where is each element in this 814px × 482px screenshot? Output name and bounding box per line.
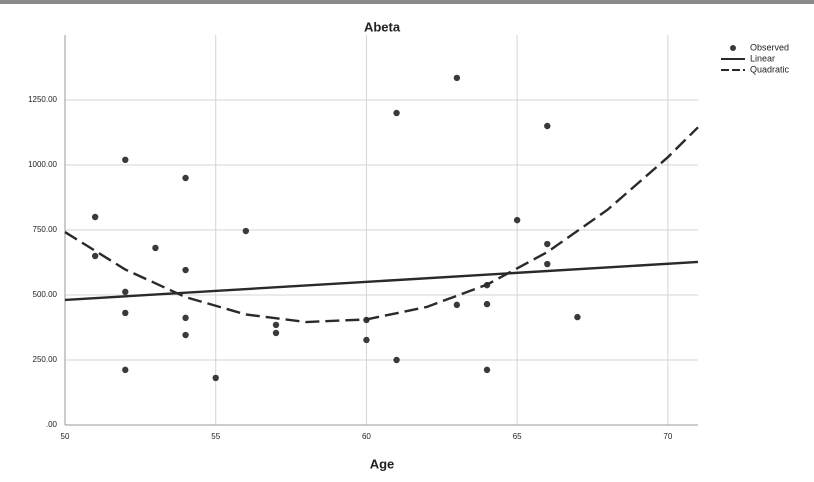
data-point [483, 366, 491, 374]
data-point [182, 314, 189, 322]
data-point [182, 266, 189, 274]
x-tick-label: 65 [513, 432, 522, 441]
data-point [453, 74, 461, 82]
data-point [272, 321, 280, 329]
x-tick-label: 70 [663, 432, 672, 441]
data-point [91, 252, 99, 260]
legend-label: Linear [750, 53, 775, 63]
data-point [91, 213, 99, 221]
y-tick-label: 1000.00 [28, 160, 57, 169]
data-point [574, 313, 581, 321]
data-point [122, 366, 129, 374]
data-point [122, 288, 129, 296]
x-tick-label: 55 [211, 432, 220, 441]
data-point [152, 244, 159, 252]
data-point [544, 240, 551, 248]
legend-marker [730, 45, 736, 51]
y-tick-label: 1250.00 [28, 95, 57, 104]
data-point [513, 216, 521, 224]
data-point [544, 260, 551, 268]
legend-label: Quadratic [750, 64, 790, 74]
y-tick-label: 500.00 [33, 290, 58, 299]
data-point [122, 156, 129, 163]
chart-title: Abeta [364, 19, 401, 34]
data-point [122, 309, 129, 317]
y-tick-label: .00 [46, 420, 58, 429]
y-tick-label: 750.00 [33, 225, 58, 234]
x-tick-label: 60 [362, 432, 371, 441]
data-point [544, 122, 551, 130]
legend-label: Observed [750, 42, 789, 52]
data-point [393, 109, 400, 117]
linear-fit [64, 260, 699, 302]
data-point [242, 227, 250, 235]
top-border [0, 0, 814, 4]
data-point [363, 336, 370, 344]
x-axis-label: Age [370, 456, 395, 471]
x-tick-label: 50 [61, 432, 70, 441]
data-point [393, 356, 400, 364]
data-point [212, 374, 219, 382]
data-point [272, 329, 280, 337]
data-point [182, 174, 189, 182]
data-point [453, 301, 461, 309]
quadratic-fit [64, 126, 699, 324]
data-point [483, 300, 491, 308]
data-point [182, 331, 189, 339]
y-tick-label: 250.00 [33, 355, 58, 364]
